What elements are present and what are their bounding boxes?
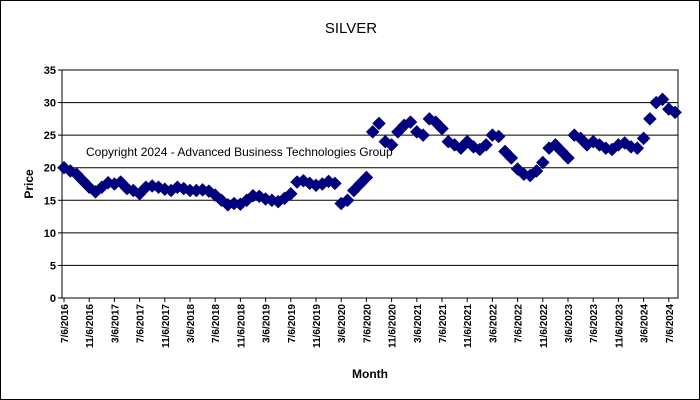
data-point (340, 193, 355, 208)
data-point (630, 141, 645, 156)
data-point (384, 138, 399, 152)
data-point (359, 170, 374, 185)
y-tick-label: 30 (44, 98, 56, 110)
x-tick-label: 3/6/2024 (640, 304, 651, 343)
x-tick-label: 7/6/2021 (438, 304, 449, 343)
y-tick-label: 35 (44, 65, 56, 77)
x-tick-label: 3/6/2023 (564, 304, 575, 343)
data-point (535, 155, 550, 170)
chart-title: SILVER (325, 20, 377, 37)
x-axis-label: Month (352, 367, 388, 381)
x-tick-label: 11/6/2020 (388, 304, 399, 348)
x-tick-label: 7/6/2020 (362, 304, 373, 343)
y-axis-ticks: 0 5 10 15 20 25 30 35 (44, 65, 62, 305)
data-point (643, 112, 657, 126)
x-tick-label: 11/6/2023 (614, 304, 625, 348)
x-tick-label: 7/6/2017 (136, 304, 147, 343)
y-axis-label: Price (22, 169, 36, 199)
data-point (416, 128, 430, 142)
x-tick-label: 11/6/2017 (161, 304, 172, 348)
plot-area (61, 69, 679, 299)
x-tick-label: 3/6/2021 (413, 304, 424, 343)
y-tick-label: 5 (50, 260, 56, 272)
x-axis-ticks: 7/6/2016 11/6/2016 3/6/2017 7/6/2017 11/6/20… (60, 298, 676, 348)
y-tick-label: 10 (44, 228, 56, 240)
data-point (491, 129, 506, 144)
data-point (403, 115, 418, 129)
data-point (561, 151, 575, 165)
y-tick-label: 0 (50, 293, 56, 305)
data-point (529, 164, 544, 178)
y-tick-label: 15 (44, 195, 56, 207)
data-point (668, 105, 682, 120)
y-tick-label: 25 (44, 130, 56, 142)
x-tick-label: 3/6/2020 (337, 304, 348, 343)
data-point (636, 131, 651, 146)
data-point (435, 121, 449, 136)
x-tick-label: 7/6/2019 (287, 304, 298, 343)
x-tick-label: 3/6/2018 (186, 304, 197, 343)
copyright-annotation: Copyright 2024 - Advanced Business Techn… (86, 145, 393, 159)
data-point (328, 176, 342, 191)
x-tick-label: 11/6/2022 (539, 304, 550, 348)
data-point (504, 151, 519, 165)
data-point (479, 138, 493, 152)
x-tick-label: 7/6/2016 (60, 304, 71, 343)
y-tick-label: 20 (44, 163, 56, 175)
x-tick-label: 11/6/2016 (85, 304, 96, 348)
x-tick-label: 3/6/2017 (110, 304, 121, 343)
data-point (365, 125, 380, 139)
x-tick-label: 3/6/2019 (262, 304, 273, 343)
x-tick-label: 11/6/2019 (312, 304, 323, 348)
data-point (283, 186, 298, 201)
data-points (57, 92, 682, 212)
data-point (655, 92, 670, 107)
x-tick-label: 7/6/2018 (211, 304, 222, 343)
x-tick-label: 3/6/2022 (488, 304, 499, 343)
x-tick-label: 11/6/2021 (463, 304, 474, 348)
x-tick-label: 7/6/2022 (514, 304, 525, 343)
x-tick-label: 11/6/2018 (236, 304, 247, 348)
x-tick-label: 7/6/2024 (665, 304, 676, 343)
x-tick-label: 7/6/2023 (589, 304, 600, 343)
data-point (372, 116, 386, 131)
